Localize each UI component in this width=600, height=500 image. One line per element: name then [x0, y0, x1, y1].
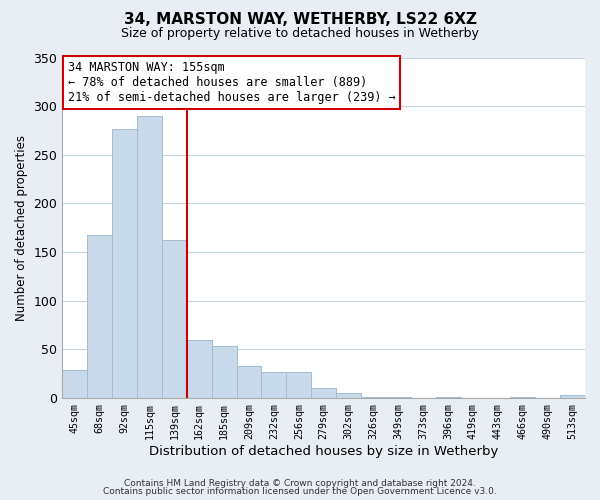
- Bar: [560, 395, 585, 398]
- Text: 34 MARSTON WAY: 155sqm
← 78% of detached houses are smaller (889)
21% of semi-de: 34 MARSTON WAY: 155sqm ← 78% of detached…: [68, 61, 395, 104]
- Text: Contains HM Land Registry data © Crown copyright and database right 2024.: Contains HM Land Registry data © Crown c…: [124, 478, 476, 488]
- Bar: [336, 393, 361, 398]
- Text: Contains public sector information licensed under the Open Government Licence v3: Contains public sector information licen…: [103, 487, 497, 496]
- Bar: [87, 234, 112, 398]
- Y-axis label: Number of detached properties: Number of detached properties: [15, 135, 28, 321]
- Bar: [311, 388, 336, 398]
- Bar: [511, 397, 535, 398]
- Bar: [162, 240, 187, 398]
- Bar: [62, 370, 87, 398]
- Bar: [286, 372, 311, 398]
- Text: Size of property relative to detached houses in Wetherby: Size of property relative to detached ho…: [121, 28, 479, 40]
- Bar: [236, 366, 262, 398]
- Bar: [212, 346, 236, 398]
- Bar: [112, 128, 137, 398]
- X-axis label: Distribution of detached houses by size in Wetherby: Distribution of detached houses by size …: [149, 444, 499, 458]
- Bar: [262, 372, 286, 398]
- Bar: [187, 340, 212, 398]
- Text: 34, MARSTON WAY, WETHERBY, LS22 6XZ: 34, MARSTON WAY, WETHERBY, LS22 6XZ: [124, 12, 476, 28]
- Bar: [137, 116, 162, 398]
- Bar: [361, 397, 386, 398]
- Bar: [436, 397, 461, 398]
- Bar: [386, 397, 411, 398]
